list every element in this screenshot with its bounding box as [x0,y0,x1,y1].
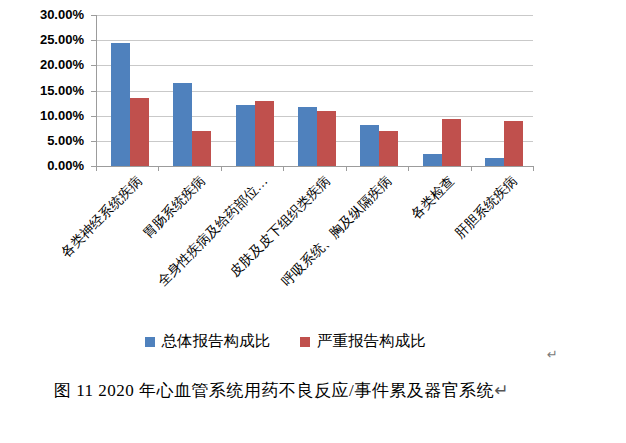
y-axis-tick [91,15,96,16]
legend-swatch-icon [145,337,155,347]
paragraph-mark-icon: ↵ [494,381,508,400]
bar-total [360,125,379,166]
legend-item: 总体报告构成比 [145,331,271,352]
bar-serious [442,119,461,166]
y-axis-tick-label: 0.00% [0,158,84,174]
paragraph-mark-icon: ↵ [547,347,558,362]
y-axis-line [96,15,97,171]
x-axis-category-label: 肝胆系统疾病 [453,174,520,241]
x-axis-category-label: 各类检查 [409,174,457,222]
chart-legend: 总体报告构成比 严重报告构成比 [0,331,598,352]
figure-caption: 图 11 2020 年心血管系统用药不良反应/事件累及器官系统↵ [54,379,614,402]
x-axis-category-label: 各类神经系统疾病 [59,174,145,260]
x-axis-tick [158,166,159,171]
bar-total [111,43,130,166]
legend-item: 严重报告构成比 [300,331,426,352]
bar-total [173,83,192,166]
x-axis-line [96,166,533,167]
y-axis-tick [91,91,96,92]
x-axis-tick [408,166,409,171]
bar-serious [130,98,149,166]
x-axis-tick [471,166,472,171]
gridline [96,65,533,66]
bar-total [485,158,504,166]
y-axis-tick [91,40,96,41]
bar-serious [317,111,336,166]
y-axis-tick-label: 15.00% [0,83,84,99]
x-axis-category-label: 全身性疾病及给药部位… [155,174,270,289]
bar-total [236,105,255,166]
x-axis-tick [221,166,222,171]
bar-total [298,107,317,166]
y-axis-tick [91,116,96,117]
bar-serious [379,131,398,166]
bar-total [423,154,442,166]
legend-label: 总体报告构成比 [162,331,271,352]
legend-label: 严重报告构成比 [317,331,426,352]
legend-swatch-icon [300,337,310,347]
y-axis-tick-label: 25.00% [0,32,84,48]
gridline [96,40,533,41]
y-axis-tick [91,65,96,66]
bar-serious [504,121,523,166]
y-axis-tick [91,141,96,142]
document-page: 0.00% 5.00% 10.00% 15.00% 20.00% 25.00% 30.00%… [0,0,626,443]
gridline [96,15,533,16]
x-axis-tick [346,166,347,171]
y-axis-tick-label: 30.00% [0,7,84,23]
x-axis-category-label: 胃肠系统疾病 [140,174,207,241]
bar-chart: 0.00% 5.00% 10.00% 15.00% 20.00% 25.00% 30.00%… [0,0,626,375]
x-axis-tick [96,166,97,171]
x-axis-category-label: 呼吸系统、胸及纵隔疾病 [280,174,395,289]
y-axis-tick-label: 20.00% [0,57,84,73]
bar-serious [255,101,274,166]
y-axis-tick-label: 10.00% [0,108,84,124]
x-axis-tick [283,166,284,171]
y-axis-tick-label: 5.00% [0,133,84,149]
bar-serious [192,131,211,166]
gridline [96,91,533,92]
x-axis-tick [533,166,534,171]
caption-text: 图 11 2020 年心血管系统用药不良反应/事件累及器官系统 [54,381,494,400]
